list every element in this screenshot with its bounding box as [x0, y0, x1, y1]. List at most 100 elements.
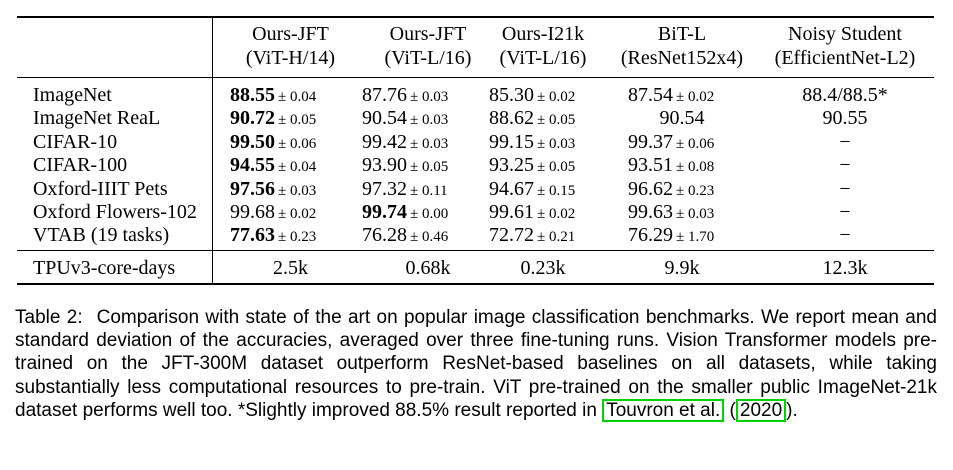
- column-header-line2: (ResNet152x4): [620, 47, 744, 69]
- cell-std: ± 0.04: [278, 159, 317, 175]
- cell-std: ± 0.03: [410, 89, 449, 105]
- table-cell: 12.3k: [822, 257, 868, 279]
- row-label: CIFAR-10: [33, 131, 118, 153]
- cell-std: ± 0.23: [676, 183, 715, 199]
- table-row: Oxford Flowers-102 99.68 ± 0.02 99.74 ± 0.00…: [0, 200, 953, 224]
- cell-value: 76.28: [362, 224, 407, 246]
- cell-std: ± 0.02: [676, 89, 715, 105]
- column-header-line1: BiT-L: [657, 23, 707, 45]
- table-cell: 99.74 ± 0.00: [362, 200, 448, 226]
- cell-value: −: [839, 131, 851, 153]
- cell-value: 99.61: [489, 201, 534, 223]
- row-label: Oxford Flowers-102: [33, 201, 197, 223]
- row-label: ImageNet: [33, 84, 112, 106]
- table-cell: 99.63 ± 0.03: [628, 200, 714, 226]
- table-cell: 96.62 ± 0.23: [628, 177, 714, 203]
- caption-label: Table 2:: [15, 307, 83, 328]
- table-row: CIFAR-10 99.50 ± 0.06 99.42 ± 0.03 99.15 ± 0.0…: [0, 130, 953, 154]
- column-header-ours-jft-h14: Ours-JFT (ViT-H/14): [227, 22, 354, 70]
- cell-std: ± 0.46: [410, 229, 449, 245]
- cell-std: ± 0.23: [278, 229, 317, 245]
- column-header-line2: (EfficientNet-L2): [774, 47, 916, 69]
- cell-std: ± 0.03: [410, 112, 449, 128]
- table-compute-rule: [17, 250, 934, 252]
- table-vertical-rule: [212, 16, 214, 285]
- cell-value: 97.56: [230, 178, 275, 200]
- table-cell: −: [760, 130, 930, 154]
- table-cell: −: [760, 223, 930, 247]
- column-header-ours-i21k: Ours-I21k (ViT-L/16): [484, 22, 602, 70]
- cell-std: ± 0.03: [410, 136, 449, 152]
- table-cell: 0.23k: [520, 257, 566, 279]
- cell-value: 72.72: [489, 224, 534, 246]
- cell-value: 99.50: [230, 131, 275, 153]
- cell-value: 99.42: [362, 131, 407, 153]
- cell-value: −: [839, 201, 851, 223]
- column-header-line1: Ours-JFT: [389, 23, 467, 45]
- table-cell: 99.15 ± 0.03: [489, 130, 575, 156]
- table-cell: 99.50 ± 0.06: [230, 130, 316, 156]
- cell-std: ± 0.00: [410, 206, 449, 222]
- citation-link-author[interactable]: Touvron et al.: [602, 398, 725, 422]
- column-header-line1: Noisy Student: [788, 23, 902, 45]
- table-header-rule: [17, 77, 934, 79]
- row-label: CIFAR-100: [33, 154, 128, 176]
- cell-value: 93.90: [362, 154, 407, 176]
- cell-std: ± 0.05: [278, 112, 317, 128]
- cell-std: ± 0.04: [278, 89, 317, 105]
- caption-text: Comparison with state of the art on popu…: [15, 307, 937, 421]
- citation-link-year[interactable]: 2020: [735, 398, 787, 422]
- table-cell: 88.62 ± 0.05: [489, 106, 575, 132]
- column-header-line1: Ours-I21k: [501, 23, 585, 45]
- cell-value: 90.55: [822, 107, 868, 129]
- table-cell: 76.29 ± 1.70: [628, 223, 714, 249]
- cell-value: 94.67: [489, 178, 534, 200]
- cell-std: ± 0.05: [537, 159, 576, 175]
- table-cell: 99.61 ± 0.02: [489, 200, 575, 226]
- column-header-bit-l: BiT-L (ResNet152x4): [607, 22, 757, 70]
- row-label: TPUv3-core-days: [33, 257, 176, 279]
- table-row: VTAB (19 tasks) 77.63 ± 0.23 76.28 ± 0.46 72.…: [0, 223, 953, 247]
- table-cell: −: [760, 153, 930, 177]
- cell-value: 99.37: [628, 131, 673, 153]
- table-cell: 0.68k: [405, 257, 451, 279]
- table-cell: 87.76 ± 0.03: [362, 83, 448, 109]
- table-bottom-rule: [17, 283, 934, 285]
- citation-paren-close: ).: [786, 399, 798, 421]
- cell-std: ± 0.03: [278, 183, 317, 199]
- cell-std: ± 0.06: [278, 136, 317, 152]
- citation-paren-open: (: [729, 399, 736, 421]
- table-cell: 76.28 ± 0.46: [362, 223, 448, 249]
- cell-std: ± 0.21: [537, 229, 576, 245]
- cell-value: 99.63: [628, 201, 673, 223]
- table-cell: 72.72 ± 0.21: [489, 223, 575, 249]
- cell-value: 93.51: [628, 154, 673, 176]
- cell-std: ± 0.03: [676, 206, 715, 222]
- table-top-rule: [17, 16, 934, 18]
- cell-value: 85.30: [489, 84, 534, 106]
- cell-value: 94.55: [230, 154, 275, 176]
- table-cell: 90.72 ± 0.05: [230, 106, 316, 132]
- column-header-line2: (ViT-H/14): [245, 47, 336, 69]
- table-cell: 99.68 ± 0.02: [230, 200, 316, 226]
- cell-value: 90.54: [659, 107, 705, 129]
- table-cell: 88.55 ± 0.04: [230, 83, 316, 109]
- table-cell: 93.25 ± 0.05: [489, 153, 575, 179]
- table-row: CIFAR-100 94.55 ± 0.04 93.90 ± 0.05 93.25 ± 0.…: [0, 153, 953, 177]
- table-row: ImageNet 88.55 ± 0.04 87.76 ± 0.03 85.30 ± 0.0…: [0, 83, 953, 107]
- table-cell: 90.54 ± 0.03: [362, 106, 448, 132]
- cell-value: 96.62: [628, 178, 673, 200]
- cell-value: 90.72: [230, 107, 275, 129]
- table-row: Oxford-IIIT Pets 97.56 ± 0.03 97.32 ± 0.11 94…: [0, 177, 953, 201]
- row-label: VTAB (19 tasks): [33, 224, 170, 246]
- row-label: ImageNet ReaL: [33, 107, 161, 129]
- table-row: ImageNet ReaL 90.72 ± 0.05 90.54 ± 0.03 88.62…: [0, 106, 953, 130]
- cell-std: ± 0.02: [537, 89, 576, 105]
- table-cell: 90.54: [607, 106, 757, 130]
- cell-value: 97.32: [362, 178, 407, 200]
- table-cell: 93.51 ± 0.08: [628, 153, 714, 179]
- row-label: Oxford-IIIT Pets: [33, 178, 168, 200]
- cell-value: 90.54: [362, 107, 407, 129]
- cell-value: 99.15: [489, 131, 534, 153]
